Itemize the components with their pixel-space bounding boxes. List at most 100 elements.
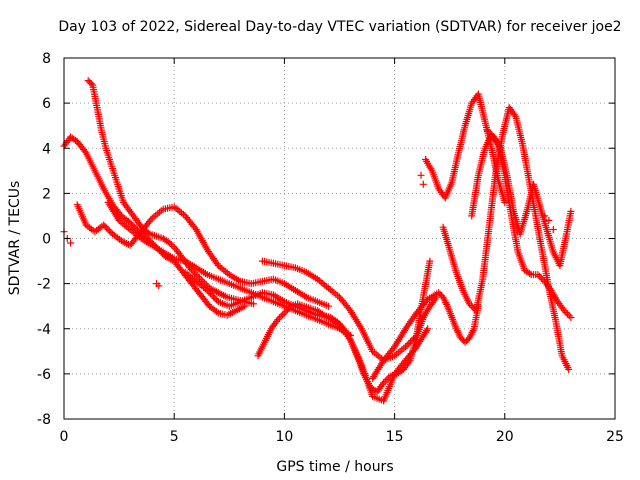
data-point	[562, 308, 570, 316]
data-point	[239, 303, 247, 311]
series-arc9	[422, 90, 509, 206]
data-point	[467, 302, 475, 310]
x-tick-label: 20	[496, 429, 514, 445]
data-point	[194, 272, 202, 280]
data-marks-layer	[60, 77, 575, 405]
data-point	[526, 270, 534, 277]
data-point	[485, 128, 493, 136]
data-point	[155, 282, 163, 290]
x-tick-label: 0	[60, 429, 69, 445]
data-point	[84, 77, 92, 85]
data-point	[191, 269, 199, 277]
data-point	[280, 309, 288, 317]
data-point	[383, 376, 391, 383]
data-point	[282, 307, 290, 315]
data-point	[371, 387, 379, 395]
data-point	[487, 130, 494, 138]
series-arc12	[483, 126, 575, 270]
data-point	[124, 240, 132, 248]
data-point	[144, 229, 152, 237]
data-point	[417, 171, 425, 179]
data-point	[211, 295, 219, 302]
data-point	[501, 198, 509, 206]
data-point	[169, 242, 177, 250]
data-point	[285, 304, 293, 312]
data-point	[192, 271, 200, 279]
series-arc8	[369, 289, 482, 382]
data-point	[408, 336, 416, 344]
data-point	[411, 333, 419, 341]
data-point	[203, 286, 211, 294]
data-point	[567, 207, 575, 215]
x-tick-label: 5	[170, 429, 179, 445]
data-point	[565, 312, 573, 320]
series-arc5	[181, 268, 432, 405]
y-tick-label: 6	[42, 96, 51, 112]
data-point	[167, 241, 175, 249]
data-point	[380, 379, 388, 387]
data-point	[426, 257, 434, 265]
data-point	[410, 335, 417, 343]
data-point	[385, 374, 392, 382]
data-point	[541, 212, 548, 220]
x-tick-label: 25	[606, 429, 624, 445]
x-tick-label: 10	[275, 429, 293, 445]
data-point	[333, 318, 341, 326]
data-point	[402, 343, 410, 351]
data-point	[406, 338, 414, 346]
chart-title: Day 103 of 2022, Sidereal Day-to-day VTE…	[58, 19, 621, 35]
data-point	[87, 80, 95, 88]
data-point	[335, 320, 343, 328]
data-point	[405, 340, 413, 348]
data-point	[537, 274, 545, 282]
data-point	[206, 290, 214, 298]
data-point	[318, 310, 326, 318]
data-point	[337, 321, 345, 329]
y-tick-label: -8	[37, 412, 51, 428]
data-point	[560, 307, 568, 315]
y-tick-label: 8	[42, 51, 51, 67]
series-arc6	[254, 293, 440, 396]
data-point	[197, 276, 205, 284]
data-point	[549, 226, 557, 233]
data-point	[210, 293, 218, 301]
data-point	[208, 291, 216, 299]
data-point	[403, 341, 411, 349]
data-point	[275, 314, 283, 322]
data-point	[196, 274, 203, 282]
data-point	[101, 223, 109, 230]
data-point	[67, 239, 75, 247]
y-tick-label: 0	[42, 232, 51, 248]
data-point	[536, 272, 543, 280]
y-tick-label: 2	[42, 186, 51, 202]
x-axis-label: GPS time / hours	[276, 459, 393, 475]
data-point	[213, 296, 221, 304]
data-point	[565, 365, 573, 373]
plot-frame	[63, 57, 616, 420]
data-point	[81, 147, 89, 155]
y-tick-label: -6	[37, 367, 51, 383]
data-point	[106, 227, 113, 235]
y-axis-label: SDTVAR / TECUs	[7, 181, 23, 296]
y-tick-label: 4	[42, 141, 51, 157]
data-point	[126, 219, 134, 227]
data-point	[205, 288, 213, 296]
data-point	[534, 271, 542, 279]
x-tick-label: 15	[386, 429, 404, 445]
data-point	[147, 216, 155, 224]
data-point	[567, 314, 575, 321]
data-point	[199, 277, 207, 285]
data-point	[483, 126, 491, 134]
data-point	[461, 338, 469, 346]
series-arc4	[104, 198, 354, 339]
data-point	[86, 78, 94, 86]
data-point	[250, 300, 257, 308]
y-tick-label: -4	[37, 322, 51, 338]
data-point	[539, 276, 547, 284]
data-point	[279, 311, 287, 319]
data-point	[284, 306, 292, 314]
data-point	[457, 334, 465, 342]
